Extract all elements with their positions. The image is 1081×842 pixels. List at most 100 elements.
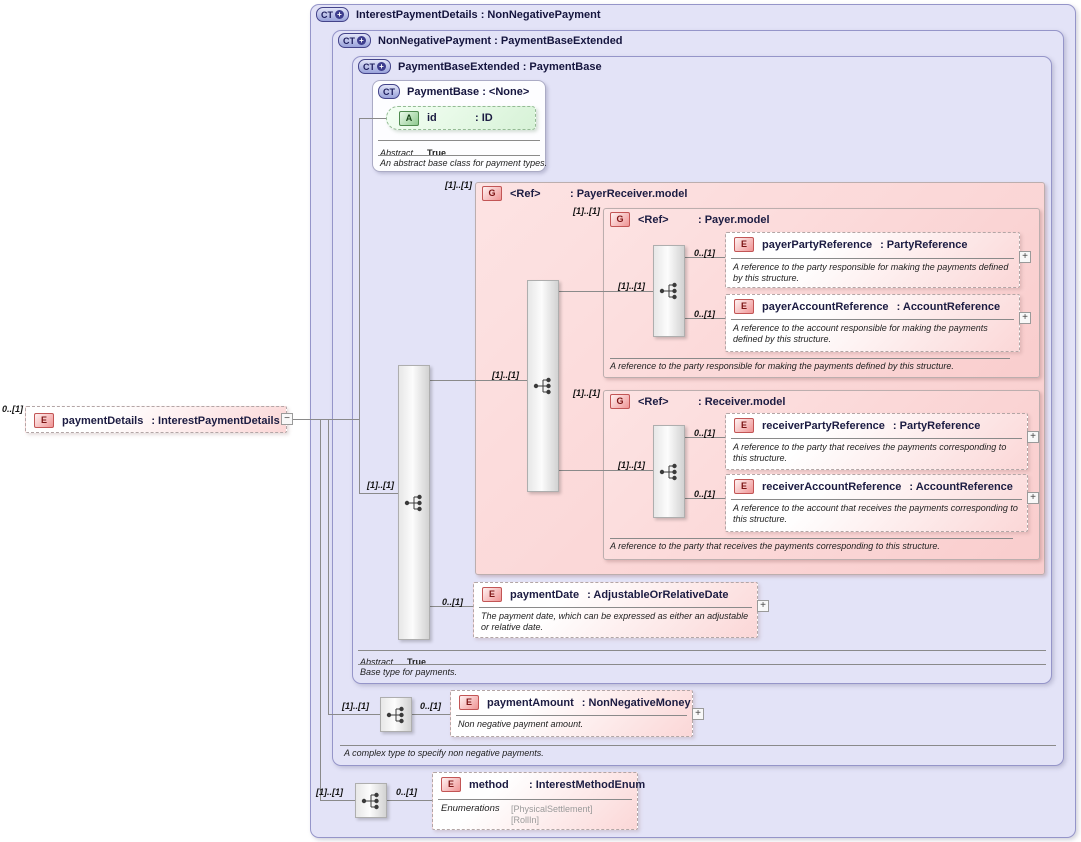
expand-icon[interactable]: + (692, 708, 704, 720)
connector (359, 118, 360, 494)
connector (558, 291, 654, 292)
ct-title-non-negative-payment: NonNegativePayment : PaymentBaseExtended (378, 34, 623, 47)
divider (340, 745, 1056, 746)
element-name: payerPartyReference (762, 238, 873, 251)
ct-footer-payment-base: An abstract base class for payment types… (380, 158, 548, 168)
expand-icon[interactable]: + (1027, 431, 1039, 443)
divider (731, 499, 1022, 500)
group-type: : Payer.model (698, 213, 770, 226)
expand-icon[interactable]: + (1019, 251, 1031, 263)
cardinality-label: 0..[1] (420, 701, 442, 711)
cardinality-label: 0..[1] (2, 404, 24, 414)
element-name: receiverAccountReference (762, 480, 902, 493)
element-payer-party-reference[interactable]: E payerPartyReference : PartyReference A… (725, 232, 1020, 288)
divider (358, 650, 1046, 651)
sequence-icon[interactable] (355, 783, 387, 818)
element-name: paymentAmount (487, 696, 574, 709)
abstract-label: Abstract (360, 657, 394, 667)
connector (359, 493, 399, 494)
connector (328, 419, 329, 715)
cardinality-label: [1]..[1] (618, 281, 645, 291)
ct-badge-label: CT (383, 86, 395, 97)
element-name: paymentDate (510, 588, 580, 601)
expand-icon[interactable]: + (757, 600, 769, 612)
group-type: : PayerReceiver.model (570, 187, 688, 200)
attribute-id[interactable]: A id : ID (386, 106, 536, 130)
element-payment-details[interactable]: E paymentDetails : InterestPaymentDetail… (25, 406, 287, 433)
connector (430, 606, 474, 607)
ct-badge-icon: CT + (316, 7, 349, 22)
element-type: : PartyReference (880, 238, 968, 251)
divider (731, 258, 1014, 259)
expand-icon[interactable]: + (1019, 312, 1031, 324)
sequence-glyph (659, 463, 677, 480)
connector (685, 498, 726, 499)
sequence-icon[interactable] (380, 697, 412, 732)
sequence-glyph (404, 494, 422, 511)
divider (479, 607, 752, 608)
connector (359, 118, 387, 119)
divider (358, 664, 1046, 665)
sequence-icon[interactable] (527, 280, 559, 492)
attribute-type: : ID (475, 112, 493, 124)
cardinality-label: [1]..[1] (316, 787, 343, 797)
element-receiver-party-reference[interactable]: E receiverPartyReference : PartyReferenc… (725, 413, 1028, 470)
group-badge-icon: G (610, 394, 630, 409)
ct-footer-non-negative-payment: A complex type to specify non negative p… (344, 748, 544, 758)
cardinality-label: [1]..[1] (367, 480, 394, 490)
ct-badge-icon: CT + (358, 59, 391, 74)
sequence-icon[interactable] (398, 365, 430, 640)
ct-badge-icon: CT + (338, 33, 371, 48)
element-method[interactable]: E method : InterestMethodEnum Enumeratio… (432, 772, 645, 830)
enumeration-value: [PhysicalSettlement] (511, 804, 593, 814)
sequence-icon[interactable] (653, 425, 685, 518)
group-type: : Receiver.model (698, 395, 786, 408)
attribute-badge-icon: A (399, 110, 419, 126)
group-name: <Ref> (638, 395, 669, 408)
element-type: : AccountReference (896, 300, 1001, 313)
collapse-icon[interactable]: − (281, 413, 293, 425)
element-description: A reference to the account responsible f… (733, 323, 988, 344)
abstract-value: True (407, 657, 427, 667)
connector (685, 257, 726, 258)
connector (685, 437, 726, 438)
connector (387, 800, 432, 801)
sequence-glyph (659, 282, 677, 300)
connector (328, 714, 381, 715)
element-payment-amount[interactable]: E paymentAmount : NonNegativeMoney Non n… (450, 690, 693, 737)
divider (731, 319, 1014, 320)
connector (287, 419, 359, 420)
ct-plus-icon[interactable]: + (335, 10, 344, 19)
element-badge-icon: E (34, 413, 54, 428)
element-badge-icon: E (734, 418, 754, 433)
ct-plus-icon[interactable]: + (377, 62, 386, 71)
divider (378, 155, 540, 156)
expand-icon[interactable]: + (1027, 492, 1039, 504)
element-type: : InterestMethodEnum (529, 778, 646, 791)
element-type: : PartyReference (892, 419, 981, 432)
ct-plus-icon[interactable]: + (357, 36, 366, 45)
element-payment-date[interactable]: E paymentDate : AdjustableOrRelativeDate… (473, 582, 758, 638)
abstract-value: True (427, 148, 447, 158)
element-description: A reference to the account that receives… (733, 503, 1018, 524)
divider (438, 799, 632, 800)
connector (430, 380, 528, 381)
element-badge-icon: E (734, 237, 754, 252)
sequence-icon[interactable] (653, 245, 685, 337)
abstract-row: Abstract True (380, 143, 446, 161)
ct-badge-label: CT (343, 35, 355, 46)
element-name: receiverPartyReference (762, 419, 885, 432)
connector (412, 714, 450, 715)
abstract-row: Abstract True (360, 652, 426, 670)
group-badge-icon: G (610, 212, 630, 227)
connector (320, 800, 356, 801)
element-receiver-account-reference[interactable]: E receiverAccountReference : AccountRefe… (725, 474, 1028, 532)
ct-badge-label: CT (363, 61, 375, 72)
divider (731, 438, 1022, 439)
element-description: The payment date, which can be expressed… (481, 611, 749, 632)
cardinality-label: 0..[1] (694, 489, 716, 499)
element-badge-icon: E (734, 479, 754, 494)
element-payer-account-reference[interactable]: E payerAccountReference : AccountReferen… (725, 294, 1020, 352)
element-type: : AccountReference (909, 480, 1013, 493)
